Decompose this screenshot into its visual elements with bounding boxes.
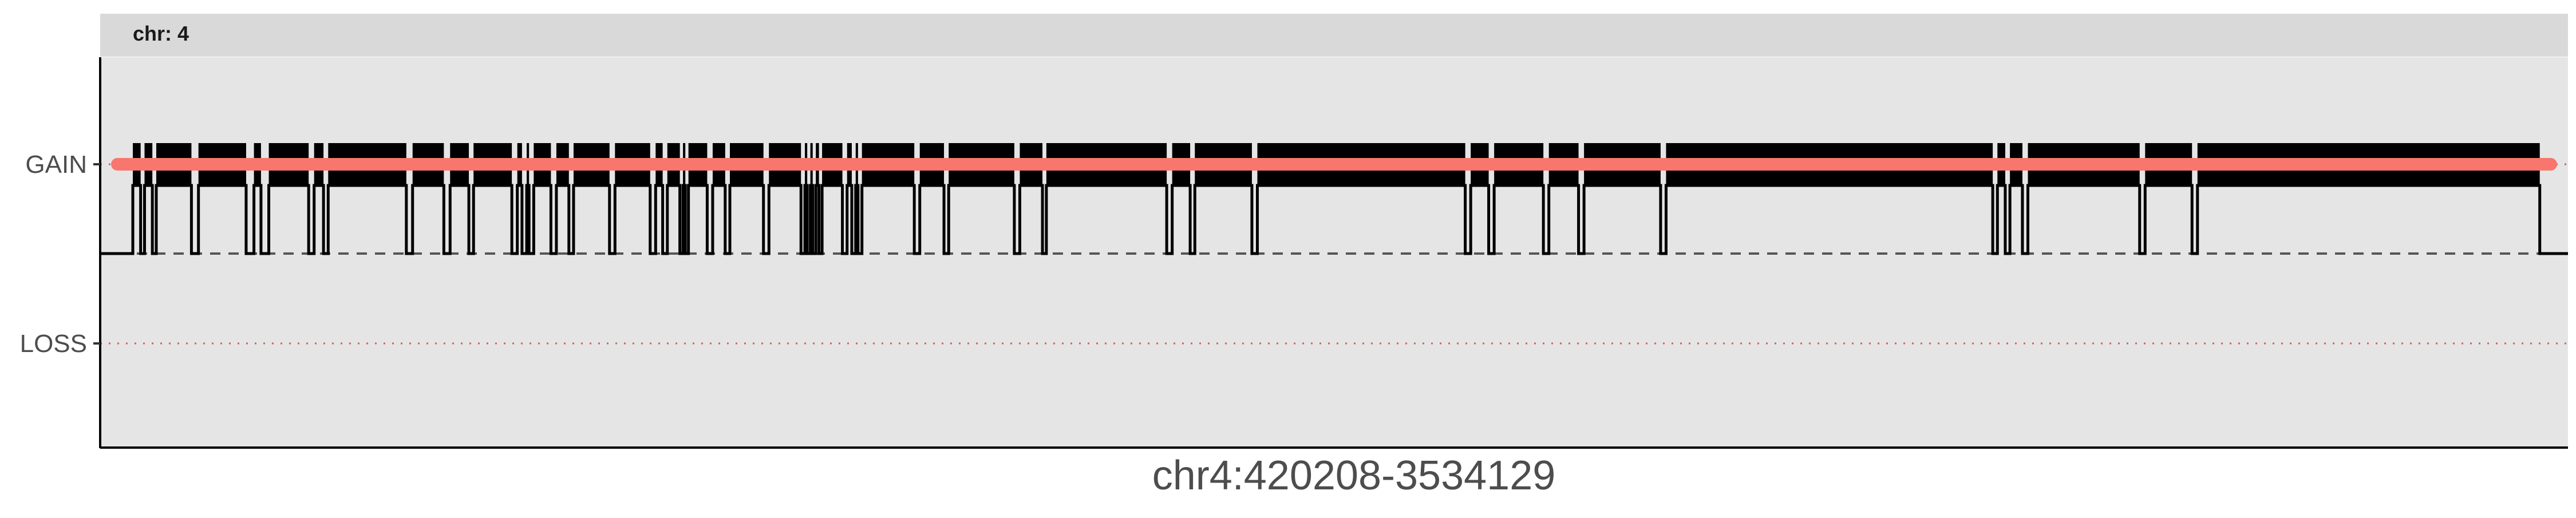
y-axis-ticks: LOSS GAIN bbox=[20, 151, 100, 358]
strip-background bbox=[100, 14, 2568, 57]
facet-strip-label: chr: 4 bbox=[133, 22, 189, 45]
y-tick-label-loss: LOSS bbox=[20, 330, 87, 358]
x-axis-title: chr4:420208-3534129 bbox=[1152, 453, 1556, 499]
y-tick-label-gain: GAIN bbox=[25, 151, 87, 179]
step-series-path bbox=[100, 184, 2568, 255]
